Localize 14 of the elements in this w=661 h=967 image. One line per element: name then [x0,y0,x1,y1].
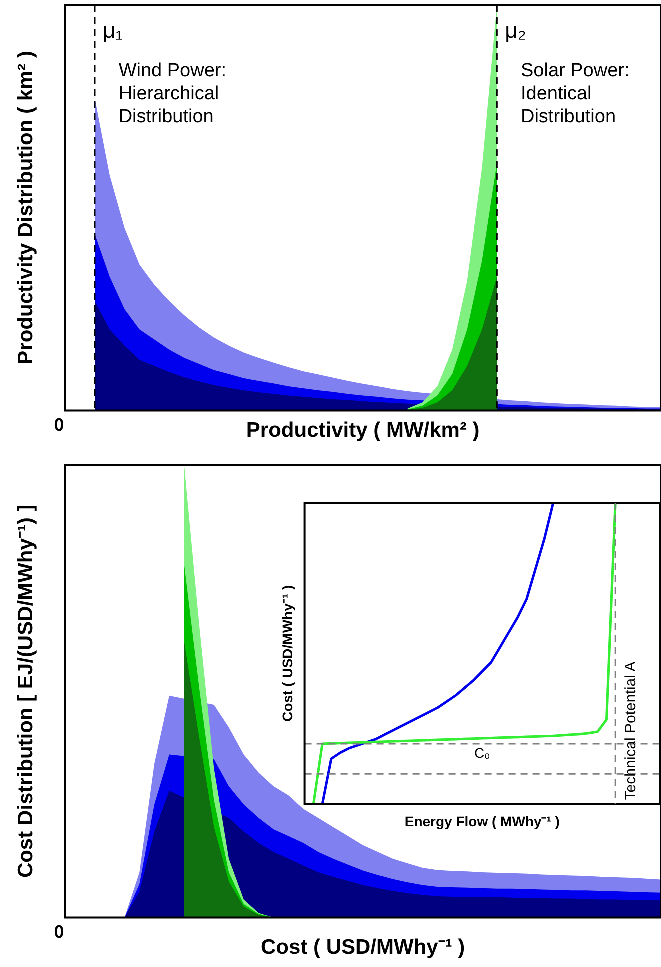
annotation: Technical Potential A [622,662,640,800]
x-axis-title: Productivity ( MW/km² ) [246,419,480,442]
annotation: Wind Power: Hierarchical Distribution [118,60,227,128]
x-axis-title: Cost ( USD/MWhy⁻¹ ) [261,936,466,960]
annotation: μ₂ [505,18,526,44]
annotation: μ₁ [102,18,124,44]
x-axis-title: Energy Flow ( MWhy⁻¹ ) [404,813,560,830]
ref-line-label: C₀ [474,744,491,761]
text: 0 [54,414,64,435]
y-axis-title: Cost Distribution [ EJ/(USD/MWhy⁻¹) ] [14,504,38,878]
y-axis-title: Productivity Distribution ( km² ) [14,50,38,365]
annotation: Solar Power: Identical Distribution [520,60,630,128]
y-axis-title: Cost ( USD/MWhy⁻¹ ) [279,585,296,722]
text: 0 [54,922,64,942]
